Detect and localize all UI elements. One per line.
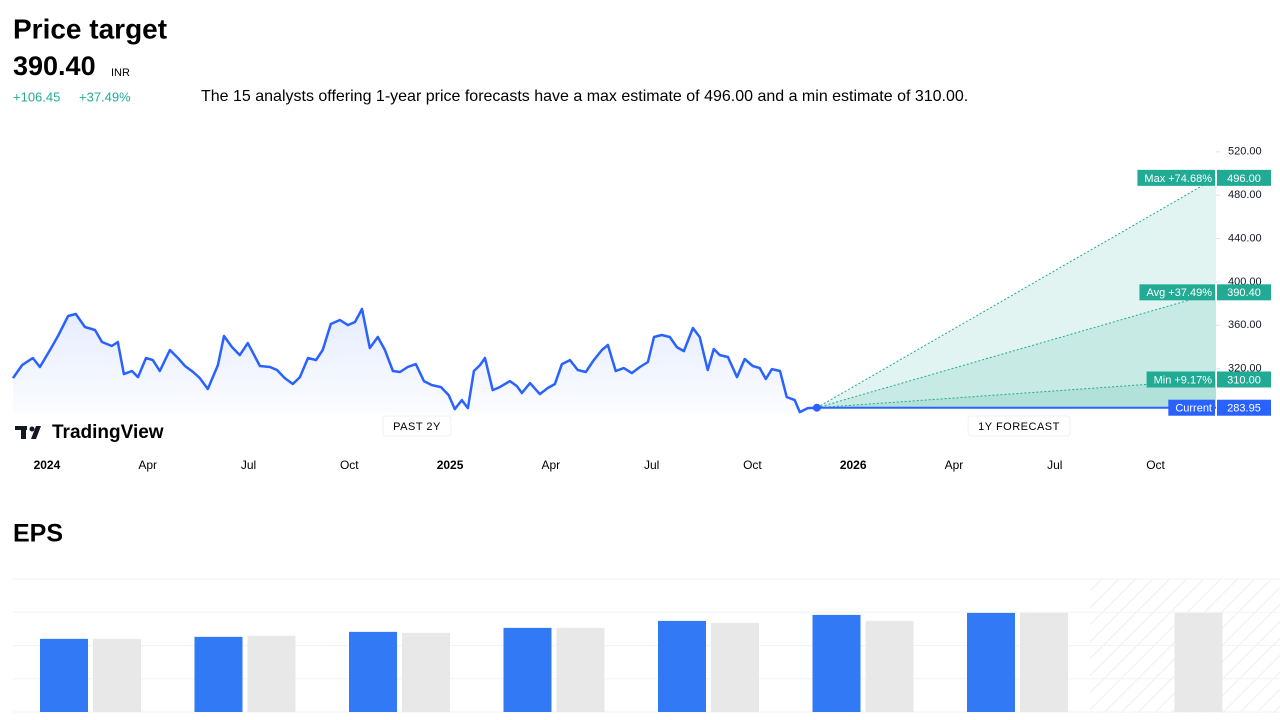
y-tick-label: 520.00 — [1228, 146, 1262, 158]
eps-bar — [247, 635, 296, 712]
x-tick-label: 2026 — [840, 458, 867, 472]
annotation-box — [967, 415, 1071, 437]
brand: TradingView — [52, 422, 164, 443]
eps-bar — [711, 622, 759, 712]
value-label: 496.00 — [1227, 173, 1261, 185]
name-box — [1137, 169, 1215, 186]
x-tick-label: Jul — [1047, 458, 1062, 472]
value-box — [1217, 371, 1271, 388]
price-line — [11, 307, 817, 414]
price: 390.40 — [13, 51, 96, 81]
y-tick-label: 360.00 — [1228, 319, 1262, 331]
name-box — [1146, 371, 1215, 388]
currency: INR — [111, 67, 130, 79]
x-tick-label: Oct — [743, 458, 762, 472]
eps-bar — [194, 636, 243, 712]
x-tick-label: Jul — [241, 458, 256, 472]
name-box — [1139, 284, 1215, 301]
eps-bar — [812, 614, 861, 712]
title: Price target — [13, 13, 167, 44]
forecast-fan — [816, 292, 1216, 408]
x-tick-label: Apr — [138, 458, 157, 472]
area — [13, 309, 817, 413]
forecast-line — [816, 291, 1217, 409]
name-box — [1168, 399, 1215, 416]
forecast-line — [816, 177, 1217, 409]
x-tick-label: Jul — [644, 458, 659, 472]
eps-bar — [349, 631, 397, 712]
description: The 15 analysts offering 1-year price fo… — [201, 88, 968, 105]
value-box — [1217, 169, 1271, 186]
x-tick-label: Apr — [945, 458, 964, 472]
value-label: 310.00 — [1227, 374, 1261, 386]
x-tick-label: 2024 — [34, 458, 61, 472]
value-box — [1217, 284, 1271, 301]
annotation-box — [382, 415, 452, 437]
eps-bar — [556, 627, 605, 712]
eps-bar — [967, 612, 1015, 712]
name-label: Max +74.68% — [1144, 173, 1212, 185]
value-box — [1217, 399, 1271, 416]
x-tick-label: Apr — [541, 458, 560, 472]
eps-bar — [93, 638, 141, 712]
eps-bar — [40, 638, 88, 712]
annotation: PAST 2Y — [393, 421, 441, 433]
name-label: Avg +37.49% — [1146, 287, 1212, 299]
y-tick-label: 440.00 — [1228, 232, 1262, 244]
eps-title: EPS — [13, 520, 63, 548]
eps-bar — [658, 620, 706, 712]
eps-bar — [402, 632, 450, 712]
change-pct: +37.49% — [79, 89, 131, 104]
x-tick-label: Oct — [1146, 458, 1165, 472]
x-tick-label: Oct — [340, 458, 359, 472]
name-label: Current — [1175, 403, 1212, 415]
eps-bar — [1174, 612, 1223, 712]
x-tick-label: 2025 — [437, 458, 464, 472]
change: +106.45 — [13, 89, 60, 104]
current-dot — [812, 403, 821, 412]
brand-logo — [15, 426, 41, 439]
value-label: 390.40 — [1227, 287, 1261, 299]
eps-bar — [865, 620, 914, 712]
y-tick-label: 480.00 — [1228, 189, 1262, 201]
name-label: Min +9.17% — [1154, 374, 1213, 386]
eps-bar — [1020, 612, 1068, 712]
eps-bar — [503, 627, 552, 712]
annotation: 1Y FORECAST — [978, 421, 1060, 433]
value-label: 283.95 — [1227, 403, 1261, 415]
